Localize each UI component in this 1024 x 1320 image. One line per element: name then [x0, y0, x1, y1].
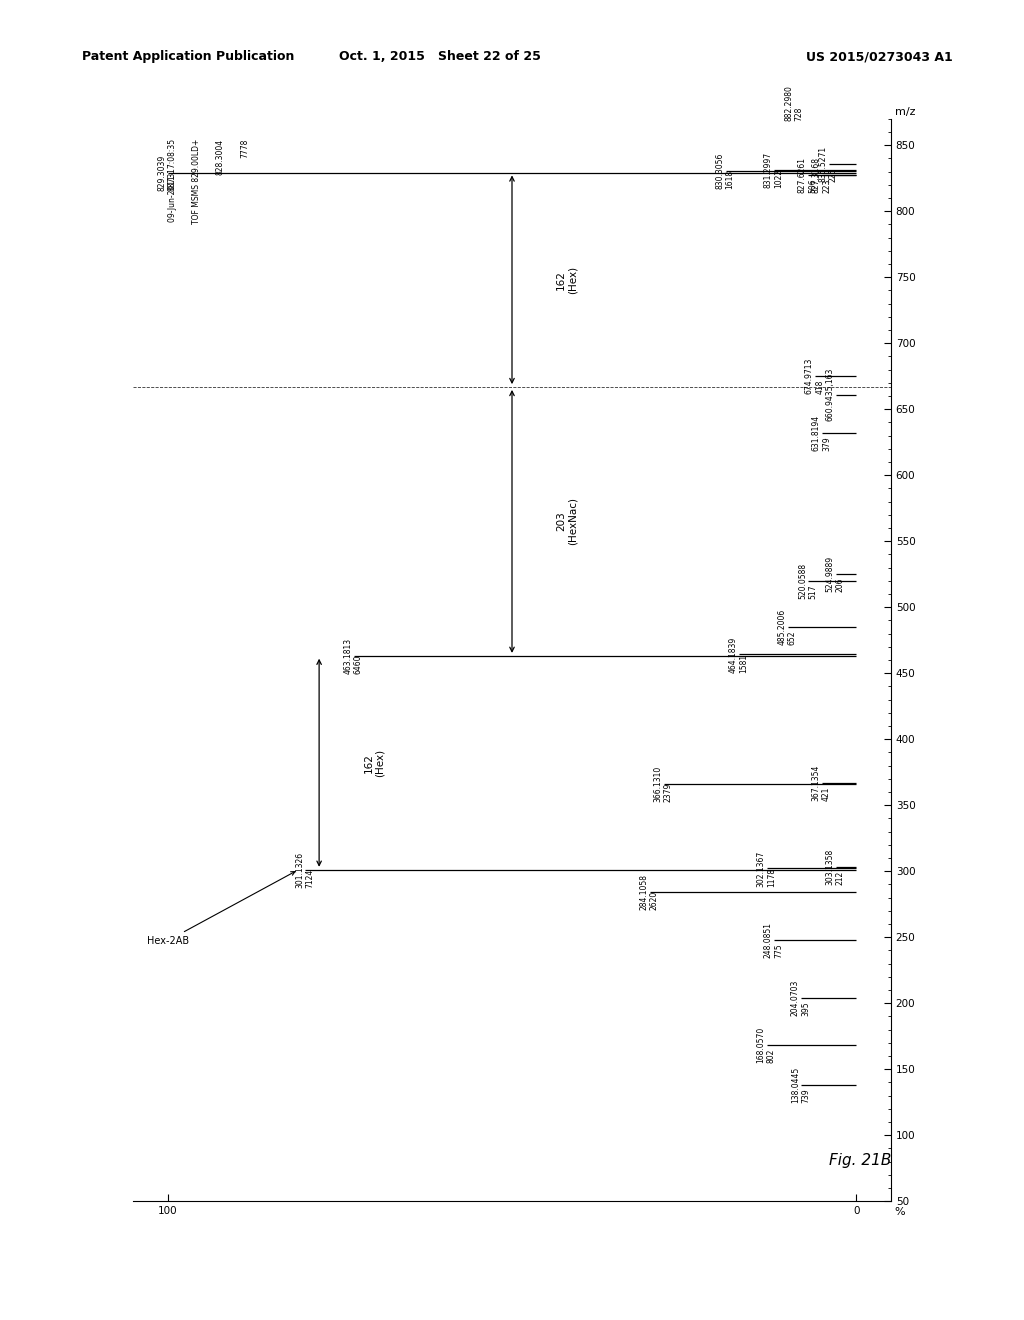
Text: Fig. 21B: Fig. 21B — [828, 1154, 891, 1168]
Text: 203
(HexNac): 203 (HexNac) — [556, 498, 578, 545]
Text: 882.2980
728: 882.2980 728 — [784, 84, 804, 120]
Text: 366.1310
2379: 366.1310 2379 — [653, 766, 673, 803]
Text: 464.1839
1581: 464.1839 1581 — [729, 636, 749, 673]
Text: 302.1367
1178: 302.1367 1178 — [757, 850, 776, 887]
Text: 162
(Hex): 162 (Hex) — [556, 265, 578, 294]
Text: 284.1058
2620: 284.1058 2620 — [639, 874, 658, 911]
Text: 301.1326
7124: 301.1326 7124 — [295, 851, 314, 888]
Text: %: % — [895, 1206, 905, 1217]
Text: 827.3168
223: 827.3168 223 — [812, 157, 831, 193]
Text: 7778: 7778 — [240, 139, 249, 158]
Text: 829.3039
8873: 829.3039 8873 — [158, 154, 176, 190]
Text: 09-Jun-2011 17:08:35: 09-Jun-2011 17:08:35 — [168, 139, 176, 222]
Text: 674.9713
418: 674.9713 418 — [805, 358, 824, 395]
Text: 162
(Hex): 162 (Hex) — [364, 748, 385, 776]
Text: US 2015/0273043 A1: US 2015/0273043 A1 — [806, 50, 952, 63]
Text: 831.2997
1022: 831.2997 1022 — [764, 152, 782, 187]
Text: TOF MSMS 829.00LD+: TOF MSMS 829.00LD+ — [191, 139, 201, 224]
Text: 827.6261
506: 827.6261 506 — [798, 157, 817, 193]
Text: 463.1813
6460: 463.1813 6460 — [343, 638, 362, 675]
Text: 138.0445
739: 138.0445 739 — [791, 1067, 810, 1104]
Text: 303.1358
212: 303.1358 212 — [825, 849, 845, 886]
Text: m/z: m/z — [895, 107, 915, 116]
Text: 660.9435,163: 660.9435,163 — [825, 368, 835, 421]
Text: 828.3004: 828.3004 — [216, 139, 225, 174]
Text: 520.0588
517: 520.0588 517 — [798, 562, 817, 599]
Text: 248.0851
775: 248.0851 775 — [764, 921, 782, 958]
Text: 367.1354
421: 367.1354 421 — [812, 764, 831, 801]
Text: Patent Application Publication: Patent Application Publication — [82, 50, 294, 63]
Text: Hex-2AB: Hex-2AB — [146, 871, 295, 945]
Text: Oct. 1, 2015   Sheet 22 of 25: Oct. 1, 2015 Sheet 22 of 25 — [339, 50, 542, 63]
Text: 830.3056
1618: 830.3056 1618 — [715, 153, 734, 189]
Text: 835.5271
225: 835.5271 225 — [818, 147, 838, 182]
Text: 524.9889
206: 524.9889 206 — [825, 556, 845, 593]
Text: 485.2006
652: 485.2006 652 — [777, 609, 797, 645]
Text: 204.0703
395: 204.0703 395 — [791, 979, 810, 1016]
Text: 168.0570
802: 168.0570 802 — [757, 1027, 776, 1064]
Text: 631.8194
379: 631.8194 379 — [812, 414, 831, 451]
